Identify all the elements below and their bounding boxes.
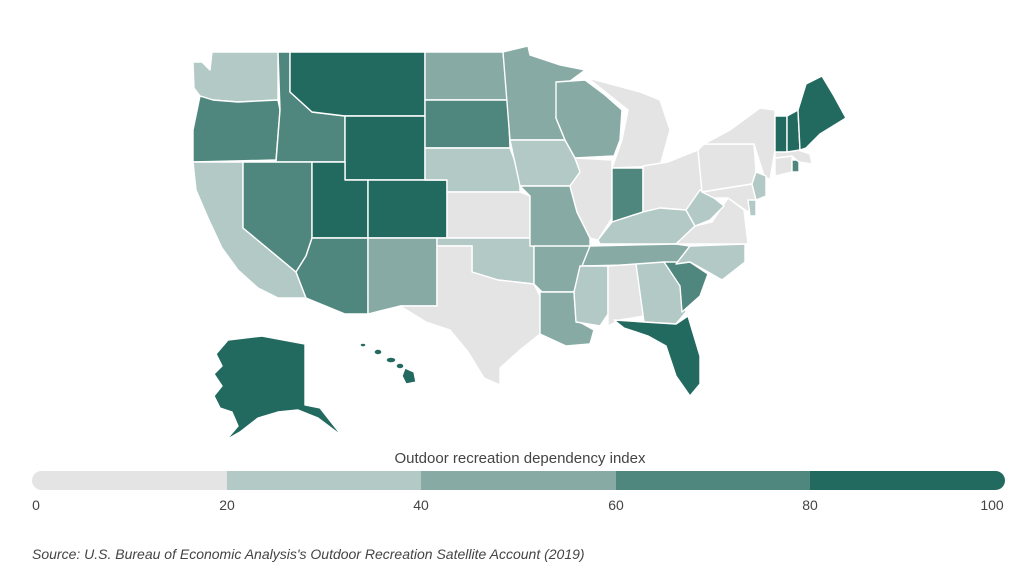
state-WV <box>685 189 725 227</box>
state-WA <box>192 51 279 103</box>
state-NM <box>367 237 438 315</box>
state-FL <box>613 315 701 397</box>
source-note: Source: U.S. Bureau of Economic Analysis… <box>32 546 585 562</box>
us-choropleth-map <box>192 45 847 441</box>
state-WY <box>344 115 426 181</box>
state-KS <box>446 191 531 239</box>
state-DE <box>747 199 757 217</box>
legend-tick-40: 40 <box>413 497 429 513</box>
state-ME <box>797 75 847 151</box>
state-TX <box>399 245 541 386</box>
legend-bin-40-60 <box>421 471 616 490</box>
legend-tick-100: 100 <box>980 497 1004 513</box>
state-NJ <box>751 171 767 201</box>
legend-tick-60: 60 <box>608 497 624 513</box>
legend-bin-20-40 <box>226 471 422 490</box>
state-CT <box>774 155 793 177</box>
state-WI <box>555 79 623 159</box>
state-NC <box>675 243 746 281</box>
state-HI <box>359 342 417 385</box>
legend-bin-60-80 <box>615 471 811 490</box>
legend-bin-0-20 <box>32 471 227 490</box>
legend-bin-80-100 <box>810 471 1005 490</box>
state-AL <box>607 263 645 327</box>
state-AK <box>213 335 343 441</box>
state-ND <box>424 51 509 101</box>
legend-tick-0: 0 <box>32 497 40 513</box>
state-MT <box>289 51 426 117</box>
legend-title: Outdoor recreation dependency index <box>394 450 646 467</box>
state-SD <box>424 99 511 149</box>
legend-tick-80: 80 <box>802 497 818 513</box>
state-CO <box>367 179 448 239</box>
state-OR <box>192 95 281 163</box>
legend-tick-20: 20 <box>219 497 235 513</box>
legend-color-bar <box>32 471 1005 490</box>
state-VT <box>774 115 788 153</box>
state-MS <box>573 265 609 327</box>
